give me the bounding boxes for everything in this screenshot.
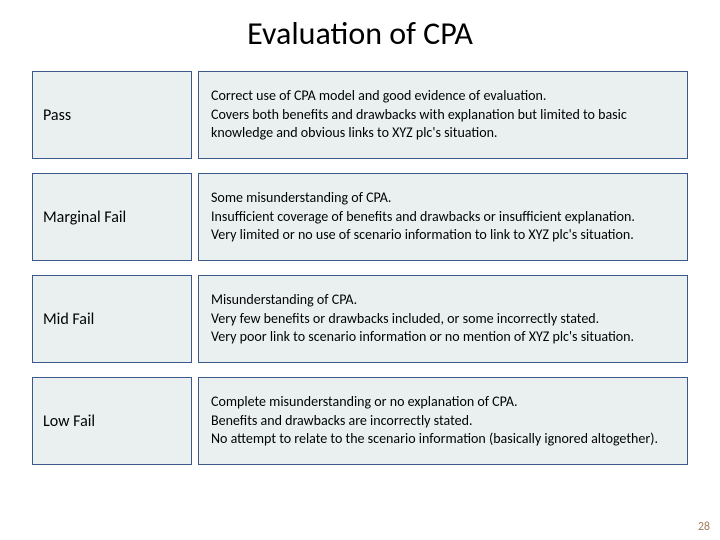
rubric-row: Marginal Fail Some misunderstanding of C… <box>32 173 688 261</box>
rubric-description: Correct use of CPA model and good eviden… <box>198 71 688 159</box>
rubric-label: Low Fail <box>32 377 192 465</box>
rubric-description: Some misunderstanding of CPA. Insufficie… <box>198 173 688 261</box>
rubric-label: Marginal Fail <box>32 173 192 261</box>
page-title: Evaluation of CPA <box>0 0 720 71</box>
rubric-description: Misunderstanding of CPA. Very few benefi… <box>198 275 688 363</box>
rubric-row: Low Fail Complete misunderstanding or no… <box>32 377 688 465</box>
rubric-table: Pass Correct use of CPA model and good e… <box>0 71 720 465</box>
rubric-label: Mid Fail <box>32 275 192 363</box>
rubric-description: Complete misunderstanding or no explanat… <box>198 377 688 465</box>
page-number: 28 <box>698 520 710 534</box>
rubric-row: Mid Fail Misunderstanding of CPA. Very f… <box>32 275 688 363</box>
rubric-row: Pass Correct use of CPA model and good e… <box>32 71 688 159</box>
rubric-label: Pass <box>32 71 192 159</box>
